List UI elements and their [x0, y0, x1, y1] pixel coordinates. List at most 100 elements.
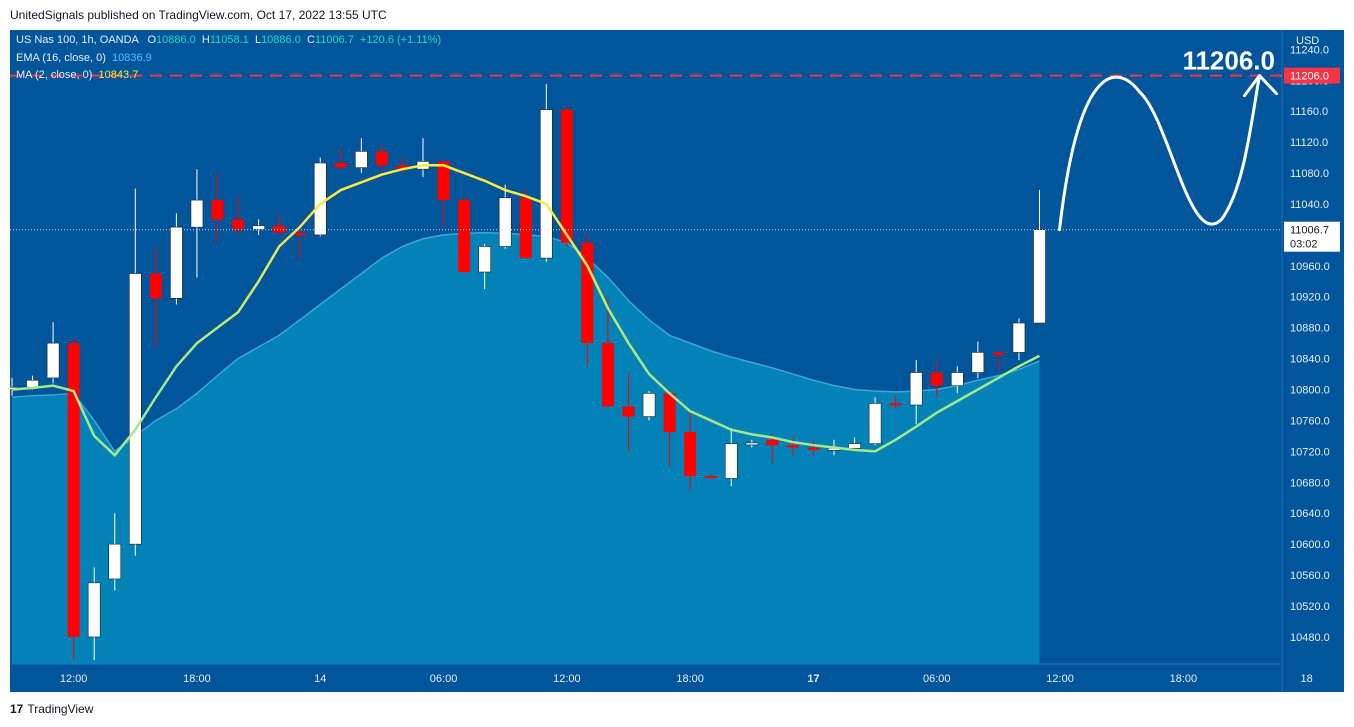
candle-bull — [848, 443, 861, 449]
legend-close-value: 11006.7 — [314, 34, 354, 46]
candle-bull — [539, 109, 553, 259]
target-price-big-label: 11206.0 — [1182, 46, 1275, 76]
candle-bear — [560, 109, 573, 243]
x-tick-label: 12:00 — [60, 673, 88, 685]
candle-bull — [724, 443, 738, 479]
candle-bear — [519, 197, 532, 259]
footer-brand[interactable]: 17 TradingView — [10, 702, 93, 716]
y-tick-label: 10920.0 — [1290, 292, 1330, 304]
candle-bull — [355, 151, 368, 168]
y-tick-label: 10720.0 — [1290, 446, 1330, 458]
y-tick-label: 11040.0 — [1290, 199, 1329, 211]
legend-open-value: 10886.0 — [156, 34, 196, 46]
candle-bull — [170, 226, 183, 299]
candle-bull — [868, 403, 882, 444]
candle-bear — [684, 432, 697, 477]
y-tick-label: 10600.0 — [1290, 539, 1330, 551]
legend-high-value: 11058.1 — [209, 34, 249, 46]
candle-bull — [478, 246, 491, 273]
legend-ma-row[interactable]: MA (2, close, 0) 10843.7 — [16, 69, 138, 81]
legend-ema-row[interactable]: EMA (16, close, 0) 10836.9 — [16, 52, 152, 64]
legend-ma-value: 10843.7 — [98, 69, 139, 81]
x-tick-label: 18:00 — [183, 673, 211, 685]
candle-bull — [642, 393, 656, 417]
candle-bear — [458, 200, 471, 273]
candle-bear — [149, 273, 162, 299]
candle-bear — [889, 403, 902, 406]
candle-bull — [129, 273, 142, 545]
candle-bear — [437, 161, 450, 201]
candle-bear — [334, 162, 347, 168]
candle-bear — [211, 200, 224, 220]
y-tick-label: 11240.0 — [1290, 44, 1329, 56]
tradingview-brand-text: TradingView — [27, 702, 94, 716]
candle-bear — [375, 151, 388, 166]
x-tick-label: 18 — [1301, 673, 1313, 685]
y-tick-label: 10560.0 — [1290, 570, 1330, 582]
y-tick-label: 10800.0 — [1290, 385, 1330, 397]
candle-bear — [601, 343, 614, 407]
candle-bull — [26, 379, 39, 388]
candle-bull — [971, 352, 985, 373]
target-price-tag — [1284, 67, 1340, 84]
legend-high-label: H — [201, 34, 210, 46]
candle-bear — [581, 242, 594, 344]
legend-symbol: US Nas 100, 1h, OANDA — [16, 34, 139, 46]
candle-bear — [930, 372, 943, 386]
candle-bull — [745, 442, 759, 446]
candle-bear — [232, 219, 245, 230]
x-tick-label: 12:00 — [1046, 673, 1074, 685]
candle-bear — [766, 439, 779, 446]
candle-bear — [273, 225, 286, 233]
y-tick-label: 10840.0 — [1290, 354, 1330, 366]
last-price-tag — [1284, 221, 1340, 252]
price-axis-panel — [1282, 30, 1344, 692]
x-tick-label: 18:00 — [1170, 673, 1198, 685]
x-tick-label: 17 — [807, 673, 819, 685]
projection-curve — [1058, 74, 1261, 232]
last-price-countdown: 03:02 — [1290, 239, 1318, 251]
y-tick-label: 10520.0 — [1290, 601, 1330, 613]
ma-line — [11, 164, 1041, 458]
legend-symbol-row: US Nas 100, 1h, OANDA O10886.0 H11058.1 … — [16, 34, 441, 46]
candle-bear — [992, 352, 1005, 355]
candle-bull — [108, 543, 122, 580]
target-price-tag-text: 11206.0 — [1290, 71, 1329, 83]
candle-bear — [293, 232, 306, 235]
y-tick-label: 10960.0 — [1290, 261, 1330, 273]
candle-bull — [950, 372, 964, 386]
candle-bull — [1012, 322, 1026, 353]
x-tick-label: 06:00 — [923, 673, 951, 685]
candle-bear — [663, 393, 676, 433]
candle-bull — [1033, 229, 1046, 324]
candle-bear — [786, 445, 799, 448]
tradingview-logo-icon: 17 — [10, 702, 24, 716]
chart-frame[interactable]: 11206.0 10480.0 10520.0 10560.0 10600.0 10640… — [5, 30, 1344, 692]
y-tick-label: 11120.0 — [1290, 137, 1328, 149]
legend-change: +120.6 (+1.11%) — [359, 34, 442, 46]
y-tick-label: 11080.0 — [1290, 168, 1329, 180]
price-chart[interactable]: 11206.0 10480.0 10520.0 10560.0 10600.0 10640… — [5, 30, 1344, 692]
x-tick-label: 14 — [314, 673, 326, 685]
projection-arrow-head-icon — [1243, 74, 1278, 98]
legend-ma-label: MA (2, close, 0) — [16, 69, 93, 81]
y-tick-label: 10680.0 — [1290, 477, 1330, 489]
candle-bull — [190, 199, 204, 228]
legend-low-label: L — [254, 34, 262, 46]
candle-bear — [807, 447, 820, 450]
legend-low-value: 10886.0 — [261, 34, 301, 46]
y-tick-label: 10480.0 — [1290, 632, 1330, 644]
candle-bull — [313, 162, 327, 236]
legend-close-label: C — [306, 34, 315, 46]
candle-bull — [252, 225, 265, 230]
candle-bear — [622, 406, 635, 417]
x-tick-label: 12:00 — [553, 673, 581, 685]
candle-bull — [498, 197, 512, 247]
publisher-header: UnitedSignals published on TradingView.c… — [10, 8, 387, 22]
y-tick-label: 10760.0 — [1290, 415, 1330, 427]
candle-bear — [704, 476, 717, 479]
candle-bear — [396, 165, 409, 169]
y-tick-label: 10640.0 — [1290, 508, 1330, 520]
y-tick-label: 10880.0 — [1290, 323, 1330, 335]
x-tick-label: 18:00 — [676, 673, 704, 685]
